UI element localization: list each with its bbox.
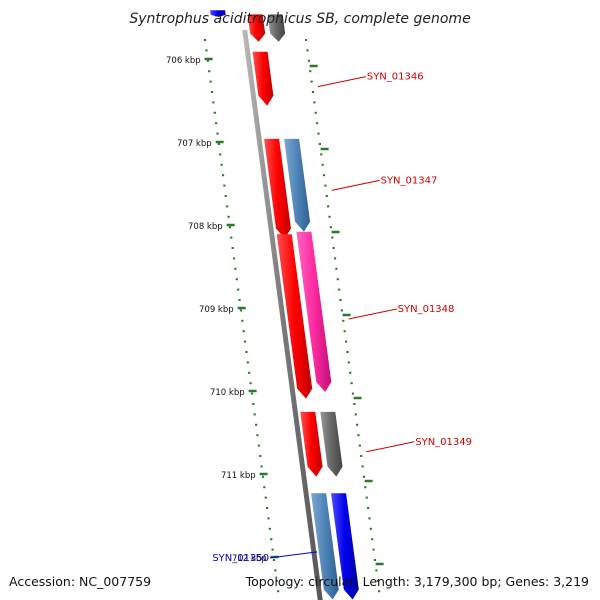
gene-features — [210, 10, 359, 600]
gene-label: SYN_01350 — [212, 553, 269, 564]
gene-feature-steelblue — [311, 493, 339, 600]
label-connector — [348, 308, 397, 320]
label-connector — [366, 441, 415, 453]
tick-label: 707 kbp — [177, 139, 212, 149]
gene-label: SYN_01346 — [367, 72, 424, 83]
gene-feature-red — [252, 51, 274, 106]
gene-feature-blue — [331, 493, 359, 600]
label-connector — [270, 551, 318, 559]
gene-feature-red — [264, 138, 291, 239]
gene-labels: SYN_01346 SYN_01347 SYN_01348 SYN_01349 SYN_… — [212, 72, 472, 564]
gene-label: SYN_01348 — [398, 304, 455, 315]
tick-label: 708 kbp — [188, 222, 223, 232]
label-connector — [331, 179, 380, 191]
gene-feature-blue — [210, 10, 226, 17]
tick-label: 710 kbp — [210, 388, 245, 398]
gene-feature-steelblue — [284, 138, 311, 232]
tick-label: 712 kbp — [232, 554, 267, 564]
gene-label: SYN_01347 — [381, 175, 438, 186]
genome-backbone — [242, 30, 323, 600]
gene-feature-pink — [296, 231, 332, 392]
gene-feature-gray — [320, 411, 343, 477]
label-connector — [317, 76, 366, 88]
gene-feature-red — [300, 411, 323, 477]
tick-label: 709 kbp — [199, 305, 234, 315]
tick-label: 706 kbp — [166, 56, 201, 66]
map-title: Syntrophus aciditrophicus SB, complete g… — [129, 11, 470, 27]
gene-label: SYN_01349 — [415, 437, 472, 448]
backbone-line — [242, 30, 323, 600]
tick-marks: 706 kbp 707 kbp 708 kbp 709 kbp 710 kbp 711 k… — [166, 39, 384, 593]
accession-text: Accession: NC_007759 — [9, 574, 152, 589]
topology-text: Topology: circular; Length: 3,179,300 bp… — [245, 574, 589, 589]
tick-label: 711 kbp — [221, 471, 256, 481]
gene-feature-red — [276, 234, 313, 399]
gene-feature-gray — [267, 14, 286, 42]
gene-feature-red — [247, 14, 266, 42]
